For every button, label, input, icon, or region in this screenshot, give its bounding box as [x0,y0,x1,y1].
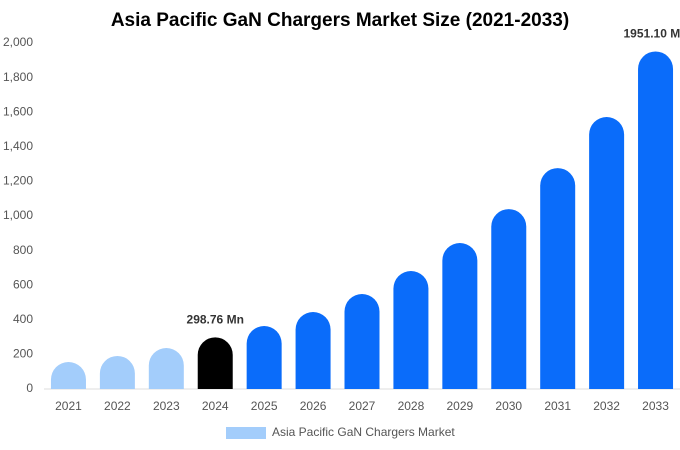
x-tick-label: 2024 [202,399,229,413]
x-tick-label: 2030 [495,399,522,413]
bar [638,51,674,389]
x-tick-label: 2031 [544,399,571,413]
legend-swatch [226,427,266,439]
y-tick-label: 1,800 [3,70,33,84]
bar [295,312,331,389]
y-tick-label: 1,600 [3,104,33,118]
bar [148,347,184,389]
x-tick-label: 2022 [104,399,131,413]
value-label: 1951.10 Mn [624,27,680,41]
bar [540,168,576,389]
y-tick-label: 400 [13,312,33,326]
bar [393,271,429,389]
legend-label: Asia Pacific GaN Chargers Market [272,425,455,439]
y-tick-label: 0 [26,381,33,395]
x-tick-label: 2028 [398,399,425,413]
value-label: 298.76 Mn [187,312,244,326]
y-tick-label: 1,400 [3,139,33,153]
x-tick-label: 2027 [349,399,376,413]
x-tick-label: 2033 [642,399,669,413]
y-tick-label: 600 [13,277,33,291]
x-tick-label: 2026 [300,399,327,413]
bar [246,326,282,389]
x-tick-label: 2023 [153,399,180,413]
bar [197,337,233,389]
y-tick-label: 800 [13,243,33,257]
y-tick-label: 200 [13,347,33,361]
y-tick-label: 1,000 [3,208,33,222]
bar [589,117,625,389]
bar [491,209,527,389]
x-tick-label: 2032 [593,399,620,413]
chart-title: Asia Pacific GaN Chargers Market Size (2… [111,10,569,31]
x-tick-label: 2021 [55,399,82,413]
y-tick-label: 2,000 [3,35,33,49]
x-tick-label: 2025 [251,399,278,413]
bar [50,362,86,389]
bar [99,355,135,389]
bar [344,294,380,389]
bar [442,242,478,389]
y-tick-label: 1,200 [3,174,33,188]
x-tick-label: 2029 [446,399,473,413]
